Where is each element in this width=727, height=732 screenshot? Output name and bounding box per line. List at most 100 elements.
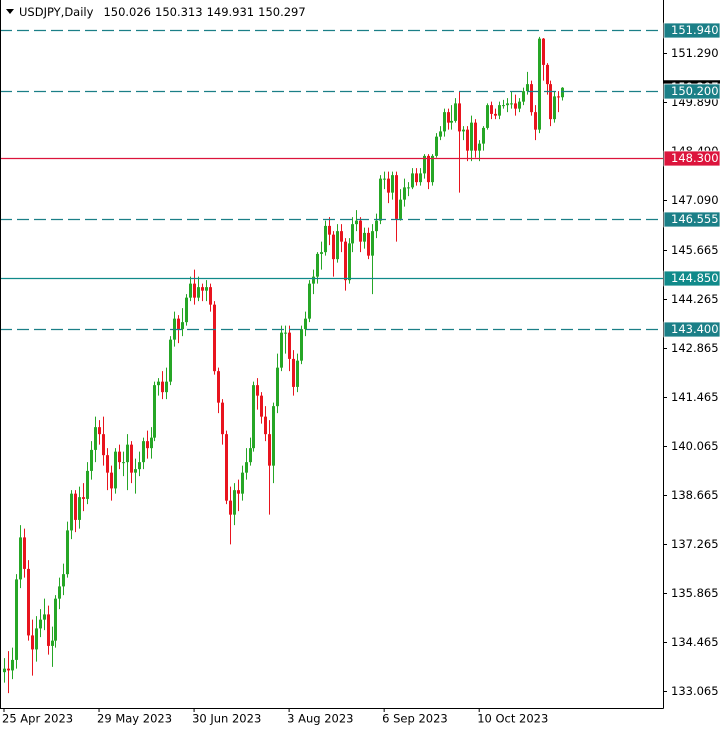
candle-body [514,103,517,109]
level-label: 148.300 [671,151,719,165]
candle-body [62,574,65,587]
candle-body [530,84,533,113]
candle-body [320,252,323,254]
level-box [663,150,721,167]
y-tick-label: 142.865 [671,341,719,355]
candle-body [423,155,426,174]
candle-body [375,220,378,232]
candle-body [470,122,473,151]
candle-body [371,231,374,256]
candle-body [561,87,564,98]
x-tick-label: 3 Aug 2023 [287,712,353,726]
candle-body [130,444,133,473]
candle-body [110,472,113,489]
candle-body [502,105,505,107]
level-box [663,270,721,287]
candle-body [324,225,327,253]
candle-body [379,178,382,221]
candle-body [7,668,10,671]
level-label: 143.400 [671,322,719,336]
candle-body [229,500,232,515]
candle-body [256,385,259,396]
candle-body [19,537,22,580]
candle-body [474,122,477,151]
candle-body [332,234,335,260]
y-tick-label: 141.465 [671,390,719,404]
candle-body [387,178,390,193]
candle-body [138,462,141,470]
candle-body [47,614,50,646]
candle-body [272,406,275,466]
candle-body [363,232,366,242]
candle-body [553,96,556,120]
candle-body [23,537,26,569]
candle-body [51,640,54,646]
candle-body [466,129,469,151]
candle-body [288,332,291,359]
candle-body [27,568,30,636]
candle-body [506,103,509,106]
y-tick-label: 138.665 [671,488,719,502]
candle-body [43,614,46,620]
header-low: 149.931 [207,5,255,19]
candle-body [169,339,172,382]
x-tick-label: 25 Apr 2023 [2,712,73,726]
candle-body [490,105,493,114]
candle-body [312,276,315,284]
candle-body [31,635,34,650]
candle-body [161,381,164,393]
candle-body [549,84,552,120]
candle-body [526,84,529,92]
candle-body [35,628,38,650]
candle-body [308,283,311,319]
candle-body [3,668,6,673]
candle-body [367,232,370,256]
candle-body [292,358,295,387]
candle-body [150,437,153,449]
candle-body [538,38,541,130]
candle-body [264,416,267,435]
candle-body [249,448,252,463]
header-close: 150.297 [258,5,306,19]
candle-body [546,64,549,85]
candle-body [98,427,101,435]
candle-body [328,225,331,235]
candle-body [213,304,216,372]
header-high: 150.313 [155,5,203,19]
candle-body [58,586,61,599]
header-open: 150.026 [103,5,151,19]
candle-body [122,462,125,464]
candle-body [153,385,156,438]
candle-body [165,381,168,393]
level-box [663,22,721,39]
candle-body [304,318,307,330]
candle-body [221,402,224,435]
candle-body [450,120,453,123]
y-tick-label: 133.065 [671,684,719,698]
candle-body [82,497,85,499]
candle-body [280,332,283,368]
candle-body [193,283,196,298]
candle-body [411,173,414,188]
candle-body [534,112,537,130]
candle-body [114,451,117,489]
candle-body [11,659,14,671]
candle-body [205,287,208,291]
candle-body [66,530,69,575]
candle-body [197,287,200,298]
candle-body [359,220,362,242]
candle-body [415,173,418,183]
candle-body [419,173,422,183]
candle-body [439,131,442,137]
candle-body [276,367,279,407]
candle-body [407,187,410,189]
candle-body [427,155,430,183]
x-tick-label: 10 Oct 2023 [477,712,548,726]
candle-body [189,283,192,298]
candle-body [39,619,42,629]
candle-body [70,493,73,531]
candle-body [94,427,97,450]
candle-body [177,318,180,330]
